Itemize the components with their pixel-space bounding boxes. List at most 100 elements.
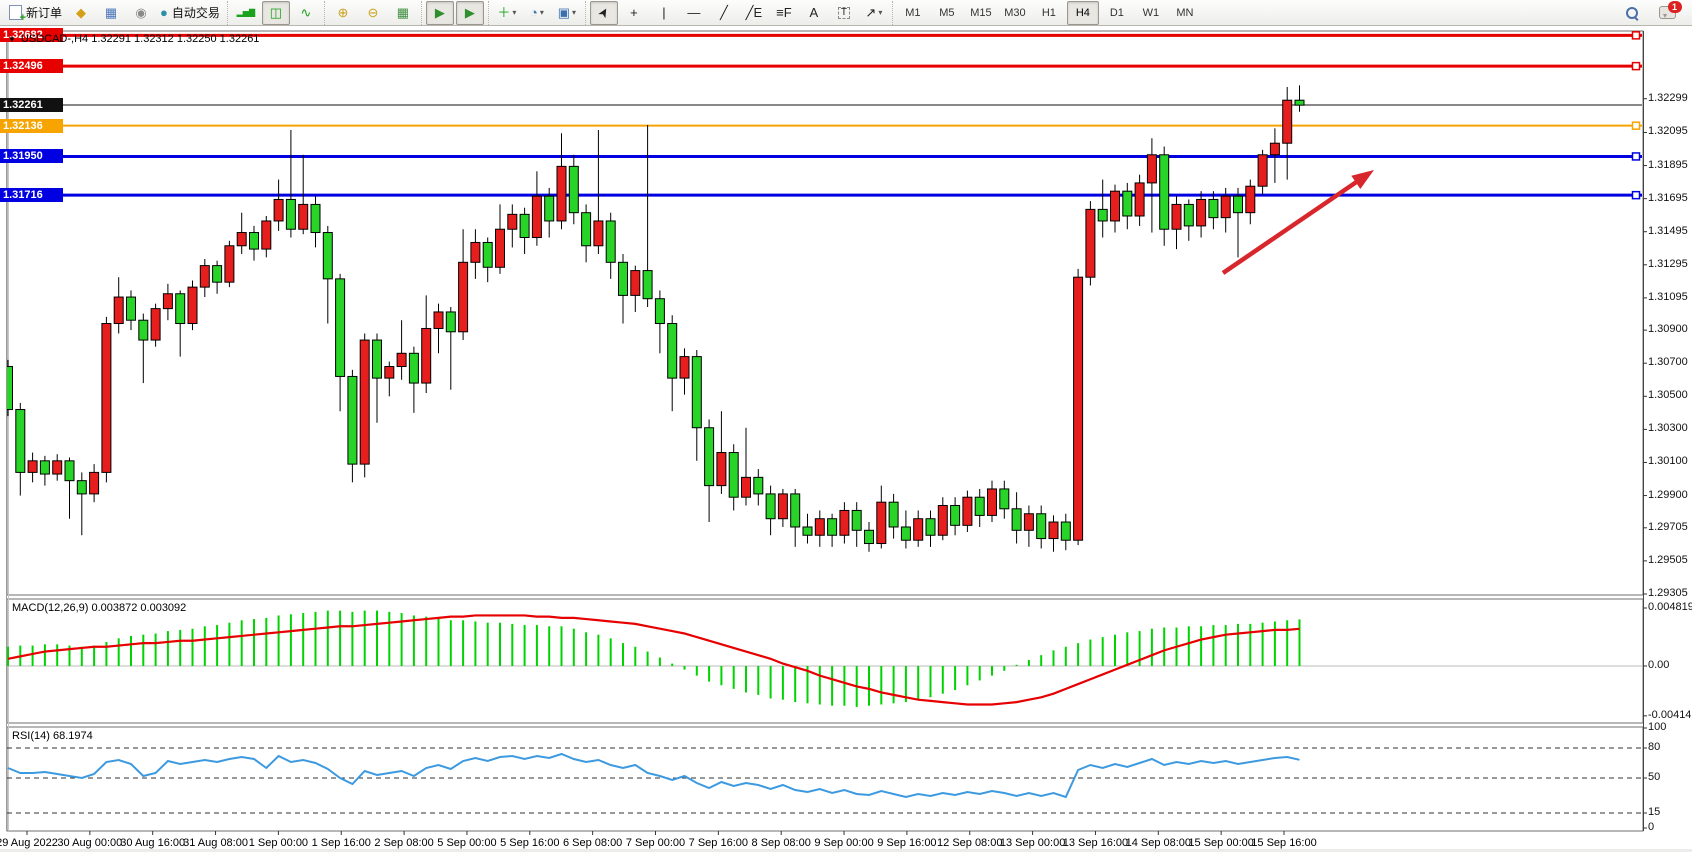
hline-handle[interactable]: [1631, 190, 1641, 200]
main-pane[interactable]: [6, 30, 1644, 596]
chart-window-button[interactable]: ▦: [97, 1, 125, 25]
auto-scroll-button[interactable]: ▶: [425, 0, 454, 25]
timeframe-group: M1 M5 M15 M30 H1 H4 D1 W1 MN: [891, 0, 1205, 25]
candle-up: [150, 308, 161, 341]
templates-button[interactable]: ▣ ▾: [553, 1, 581, 25]
timeframe-w1[interactable]: W1: [1142, 6, 1160, 19]
crosshair-button[interactable]: +: [620, 1, 648, 25]
rsi-axis-label: 0: [1648, 821, 1655, 833]
candle-down: [1036, 513, 1047, 540]
macd-layer: [7, 610, 1642, 707]
candle-up: [1269, 142, 1280, 156]
cursor-button[interactable]: ➤: [589, 0, 618, 25]
timeframe-h1[interactable]: H1: [1041, 6, 1056, 19]
candle-up: [1196, 198, 1207, 227]
timeframe-d1[interactable]: D1: [1109, 6, 1124, 19]
text-label-icon: T: [837, 6, 850, 19]
candle-up: [113, 296, 124, 325]
timeframe-h4[interactable]: H4: [1066, 0, 1099, 25]
chevron-down-icon[interactable]: ▼: [8, 35, 16, 44]
notifications-button[interactable]: 1: [1653, 1, 1682, 25]
candle-up: [199, 265, 210, 288]
timeframe-mn[interactable]: MN: [1176, 6, 1194, 19]
sound-button[interactable]: ◉: [127, 1, 155, 25]
search-button[interactable]: [1618, 1, 1646, 25]
trendline-button[interactable]: ╱: [710, 1, 738, 25]
candle-down: [999, 488, 1010, 510]
hline-button[interactable]: —: [680, 1, 708, 25]
candle-up: [1048, 521, 1059, 540]
timeframe-m5[interactable]: M5: [939, 6, 955, 19]
candle-up: [777, 493, 788, 520]
chevron-down-icon: ▾: [512, 8, 517, 17]
market-watch-button[interactable]: ◆: [67, 1, 95, 25]
candle-up: [987, 488, 997, 516]
candle-down: [851, 509, 862, 531]
zoom-out-button[interactable]: ⊖: [359, 1, 387, 25]
candle-down: [827, 518, 838, 536]
candle-up: [458, 261, 469, 333]
indicators-button[interactable]: ＋ ▾: [493, 1, 521, 25]
candle-down: [1294, 99, 1305, 106]
new-order-button[interactable]: 新订单: [6, 1, 65, 25]
candle-up: [556, 165, 567, 222]
price-badge-1.31950: 1.31950: [0, 149, 63, 164]
candlestick-chart-button[interactable]: ◫: [261, 0, 290, 25]
channel-button[interactable]: ╱E: [740, 1, 768, 25]
zoom-in-icon: ⊕: [337, 5, 349, 20]
candle-down: [138, 319, 149, 341]
periods-button[interactable]: ◔ ▾: [523, 1, 551, 25]
rsi-pane[interactable]: [6, 726, 1644, 832]
text-button[interactable]: A: [800, 1, 828, 25]
rsi-indicator-label: RSI(14) 68.1974: [12, 730, 93, 742]
candle-down: [64, 460, 75, 482]
cursor-arrow-icon: ➤: [594, 4, 614, 21]
horizontal-line-icon: —: [687, 5, 701, 20]
candle-down: [925, 518, 936, 536]
toolbar-group: ⊕ ⊖ ▦: [323, 0, 421, 25]
price-badge-1.32261: 1.32261: [0, 98, 63, 112]
time-axis-label: 12 Sep 08:00: [937, 837, 1003, 849]
hline-handle[interactable]: [1631, 152, 1641, 161]
line-chart-button[interactable]: ∿: [292, 1, 320, 25]
chart-shift-button[interactable]: ▶: [455, 0, 484, 25]
notification-badge: 1: [1667, 1, 1682, 13]
tile-windows-button[interactable]: ▦: [389, 1, 417, 25]
timeframe-m15[interactable]: M15: [970, 6, 992, 19]
macd-pane[interactable]: [6, 598, 1644, 724]
arrows-button[interactable]: ↗ ▾: [860, 1, 888, 25]
main-toolbar: 新订单◆▦◉●自动交易▂▅▇◫∿⊕⊖▦▶▶＋▾◔▾▣▾➤+|—╱╱E≡FAT↗▾…: [0, 0, 1692, 26]
time-axis-label: 13 Sep 16:00: [1062, 837, 1129, 849]
candle-up: [937, 504, 948, 536]
chart-canvas[interactable]: 1.32299 1.32095 1.31895 1.31695 1.31495 1.312…: [0, 27, 1692, 852]
search-icon: [1626, 6, 1638, 19]
hline-handle[interactable]: [1631, 121, 1641, 130]
fibonacci-button[interactable]: ≡F: [770, 1, 798, 25]
price-tick-label: 1.30500: [1648, 389, 1688, 402]
auto-trading-button-label: 自动交易: [171, 6, 220, 20]
time-axis-label: 5 Sep 16:00: [500, 837, 560, 849]
time-axis-label: 31 Aug 08:00: [183, 837, 248, 849]
candle-down: [568, 165, 579, 214]
hline-handle[interactable]: [1631, 61, 1641, 71]
candle-down: [372, 339, 382, 379]
time-axis-label: 1 Sep 00:00: [248, 837, 309, 849]
trend-arrow-annotation[interactable]: [1221, 170, 1374, 275]
timeframe-m30[interactable]: M30: [1004, 6, 1026, 19]
hline-handle[interactable]: [1631, 31, 1641, 40]
bar-chart-button[interactable]: ▂▅▇: [232, 1, 260, 25]
candle-up: [52, 460, 63, 475]
candle-down: [974, 496, 985, 516]
auto-trading-button[interactable]: ● 自动交易: [157, 1, 223, 25]
timeframe-m1[interactable]: M1: [905, 6, 921, 19]
macd-axis-label: 0.00: [1648, 659, 1670, 671]
candle-down: [544, 195, 555, 222]
price-badge-1.32496: 1.32496: [0, 59, 63, 74]
chart-frame-icon: ▦: [104, 5, 118, 20]
zoom-in-button[interactable]: ⊕: [329, 1, 357, 25]
candle-up: [1257, 154, 1268, 187]
candle-up: [273, 198, 284, 222]
label-button[interactable]: T: [830, 1, 858, 25]
vline-button[interactable]: |: [650, 1, 678, 25]
hlines-layer: [7, 33, 1642, 197]
